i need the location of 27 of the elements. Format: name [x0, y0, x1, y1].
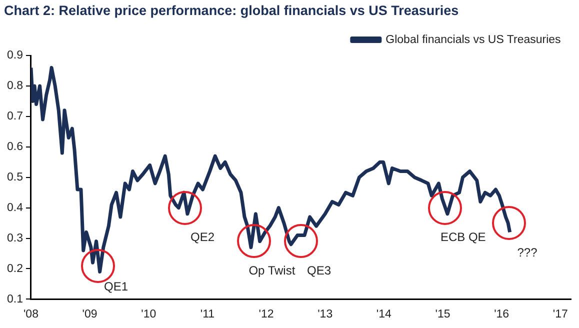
y-tick-label: 0.7	[6, 110, 23, 123]
x-tick-label: '10	[141, 308, 156, 320]
annotation: ???	[517, 245, 538, 260]
y-tick-label: 0.9	[6, 50, 23, 62]
chart-title: Chart 2: Relative price performance: global financials vs US Treasuries	[4, 3, 459, 18]
y-tick-label: 0.5	[6, 172, 23, 184]
annotation: QE2	[190, 230, 215, 244]
y-tick-label: 0.1	[6, 293, 23, 306]
y-tick-label: 0.4	[6, 202, 24, 214]
annotation: QE1	[104, 280, 128, 294]
legend-label: Global financials vs US Treasuries	[386, 34, 562, 46]
x-tick-label: '14	[376, 308, 392, 320]
annotation: QE3	[306, 264, 332, 278]
annotation: Op Twist	[248, 264, 296, 278]
x-tick-label: '12	[258, 308, 274, 320]
x-tick-label: '11	[200, 308, 215, 320]
y-tick-label: 0.2	[6, 262, 23, 275]
x-tick-label: '16	[494, 308, 510, 320]
x-tick-label: '17	[552, 308, 568, 320]
y-tick-label: 0.6	[6, 141, 23, 154]
x-tick-label: '09	[82, 308, 98, 320]
x-tick-label: '08	[23, 308, 38, 320]
annotation: ECB QE	[440, 230, 486, 244]
x-tick-label: '15	[435, 308, 450, 320]
x-tick-label: '13	[318, 308, 333, 320]
y-tick-label: 0.8	[6, 80, 23, 92]
y-tick-label: 0.3	[6, 232, 23, 244]
